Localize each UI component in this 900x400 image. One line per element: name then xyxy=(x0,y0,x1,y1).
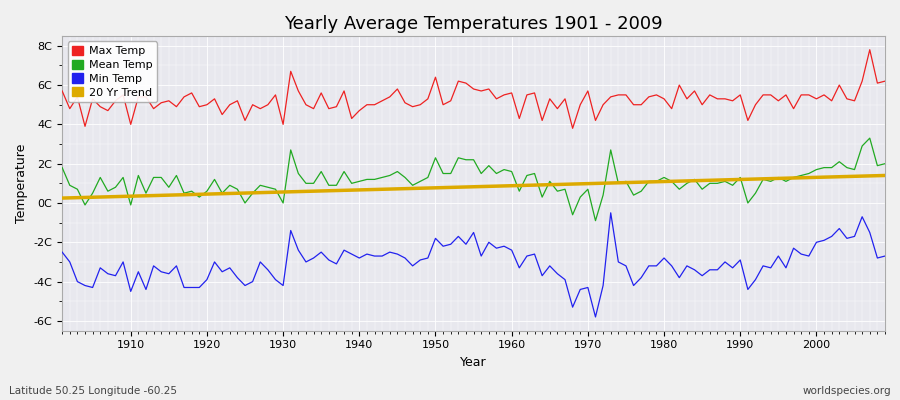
X-axis label: Year: Year xyxy=(460,356,487,369)
Text: worldspecies.org: worldspecies.org xyxy=(803,386,891,396)
Y-axis label: Temperature: Temperature xyxy=(15,144,28,223)
Title: Yearly Average Temperatures 1901 - 2009: Yearly Average Temperatures 1901 - 2009 xyxy=(284,15,663,33)
Text: Latitude 50.25 Longitude -60.25: Latitude 50.25 Longitude -60.25 xyxy=(9,386,177,396)
Legend: Max Temp, Mean Temp, Min Temp, 20 Yr Trend: Max Temp, Mean Temp, Min Temp, 20 Yr Tre… xyxy=(68,42,157,102)
